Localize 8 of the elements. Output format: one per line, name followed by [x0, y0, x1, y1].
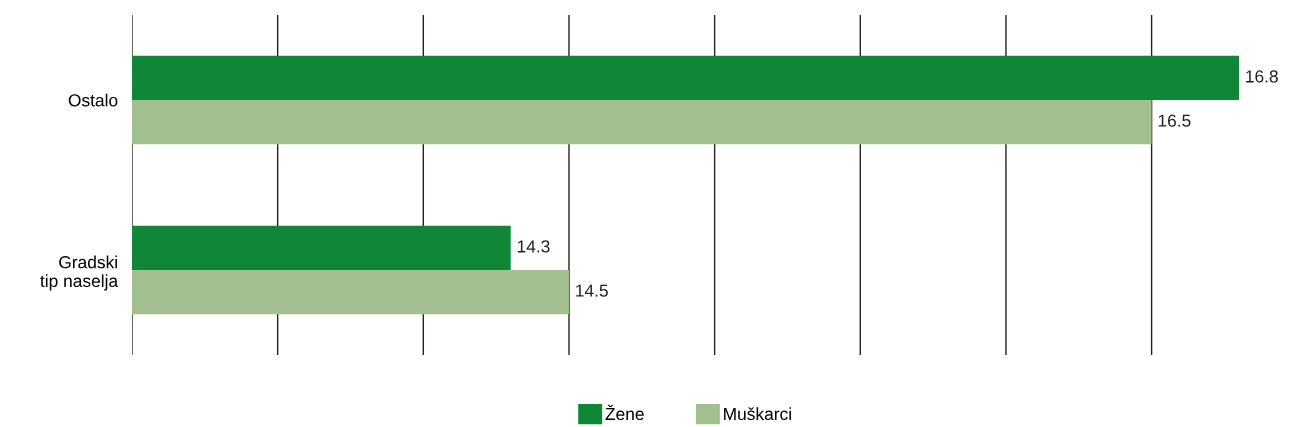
legend-label: Žene — [605, 404, 644, 421]
y-tick-label: Ostalo — [68, 93, 118, 107]
data-label: 14.5 — [576, 284, 608, 297]
data-label: 16.5 — [1158, 114, 1191, 127]
y-tick-label: Gradski tip naselja — [40, 255, 119, 291]
data-label: 14.3 — [517, 240, 550, 253]
legend-label: Muškarci — [724, 407, 791, 421]
data-label: 16.8 — [1246, 70, 1278, 83]
